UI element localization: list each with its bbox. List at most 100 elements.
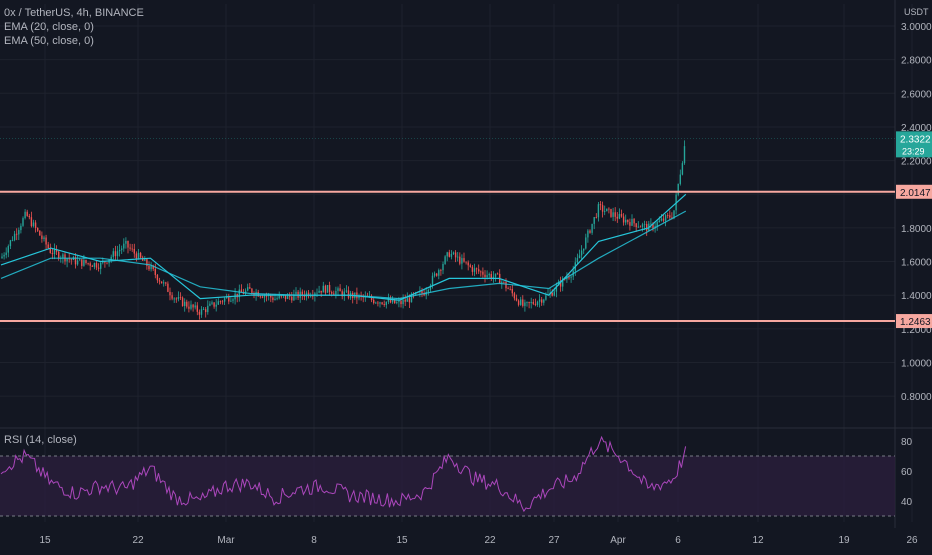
candle-body <box>553 291 555 296</box>
candle-body <box>677 183 679 195</box>
candle-body <box>538 299 541 302</box>
candle-body <box>34 222 37 228</box>
candle-body <box>667 215 669 216</box>
candle-body <box>324 285 327 293</box>
candle-body <box>135 253 138 259</box>
candle-body <box>293 294 295 301</box>
candle-body <box>106 262 108 264</box>
candle-body <box>291 296 293 301</box>
candle-body <box>261 296 264 298</box>
candle-body <box>501 281 503 284</box>
candle-body <box>137 252 140 259</box>
candle-body <box>448 252 450 257</box>
symbol-title[interactable]: 0x / TetherUS, 4h, BINANCE <box>4 7 144 19</box>
candle-body <box>93 263 96 267</box>
candle-body <box>524 302 526 306</box>
candle-body <box>51 252 54 255</box>
level-price-tag <box>896 314 932 329</box>
candle-body <box>394 299 396 304</box>
candle-body <box>398 301 400 303</box>
candle-body <box>341 291 343 297</box>
candle-body <box>469 265 471 267</box>
candle-body <box>194 305 196 308</box>
candle-body <box>286 294 289 299</box>
candle-body <box>576 258 579 263</box>
rsi-legend[interactable]: RSI (14, close) <box>4 434 77 446</box>
candle-body <box>249 287 251 289</box>
candle-body <box>20 225 22 231</box>
ema50-legend[interactable]: EMA (50, close, 0) <box>4 35 94 47</box>
candle-body <box>158 280 161 282</box>
candle-body <box>121 248 123 250</box>
candle-body <box>639 226 642 228</box>
candle-body <box>587 230 589 238</box>
candle-body <box>664 215 667 221</box>
candle-body <box>597 204 600 218</box>
candle-body <box>406 298 408 302</box>
candle-body <box>303 295 306 297</box>
chart-legend: 0x / TetherUS, 4h, BINANCE EMA (20, clos… <box>4 6 144 48</box>
candle-body <box>486 275 488 278</box>
candle-body <box>580 250 583 256</box>
candle-body <box>618 214 621 219</box>
candle-body <box>322 285 324 293</box>
candle-body <box>1 256 3 259</box>
candle-body <box>656 222 658 227</box>
candle-body <box>186 301 188 307</box>
candle-body <box>589 230 591 233</box>
candle-body <box>475 268 478 270</box>
candle-body <box>608 208 610 210</box>
candle-body <box>179 296 182 298</box>
candle-body <box>196 305 198 312</box>
candle-body <box>641 224 644 227</box>
ema50-line <box>0 210 687 300</box>
candle-body <box>643 224 646 225</box>
candle-body <box>167 283 169 292</box>
candle-body <box>43 237 45 239</box>
candle-body <box>404 299 406 302</box>
candle-body <box>507 288 509 289</box>
candle-body <box>26 211 28 216</box>
candle-body <box>543 299 545 303</box>
candle-body <box>39 230 41 236</box>
candle-body <box>274 298 276 300</box>
candle-body <box>400 301 402 305</box>
candle-body <box>230 300 232 302</box>
candle-body <box>478 269 480 272</box>
candle-body <box>173 298 175 300</box>
candle-body <box>58 251 60 259</box>
candle-body <box>517 300 520 305</box>
candle-body <box>408 298 411 303</box>
candle-body <box>467 262 469 266</box>
candle-body <box>391 299 394 303</box>
candle-body <box>633 218 635 224</box>
currency-label: USDT <box>904 7 929 17</box>
candle-body <box>247 287 249 291</box>
time-axis-label: 22 <box>484 535 496 546</box>
candle-body <box>446 252 448 257</box>
candle-body <box>278 295 280 299</box>
candle-body <box>320 290 322 293</box>
candle-body <box>450 253 453 257</box>
candle-body <box>238 289 240 298</box>
price-tick-label: 1.4000 <box>901 291 932 302</box>
candle-body <box>150 265 152 270</box>
candle-body <box>3 254 5 257</box>
candle-body <box>545 295 547 300</box>
candle-body <box>482 271 484 275</box>
candle-body <box>387 299 390 302</box>
ema20-legend[interactable]: EMA (20, close, 0) <box>4 21 94 33</box>
candle-body <box>139 252 142 258</box>
candle-body <box>646 224 648 231</box>
candle-body <box>28 215 30 218</box>
candle-body <box>171 295 173 299</box>
candle-body <box>343 291 345 297</box>
candle-body <box>316 292 318 294</box>
candle-body <box>595 217 597 218</box>
candle-body <box>635 223 637 228</box>
candle-body <box>402 299 404 305</box>
candle-body <box>658 220 660 223</box>
candle-body <box>280 295 282 297</box>
